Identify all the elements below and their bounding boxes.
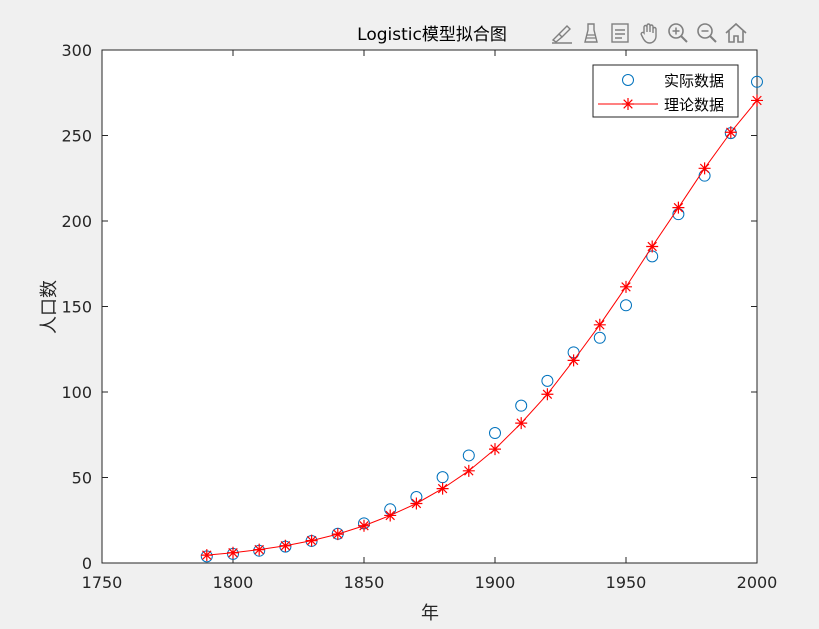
legend-box: [592, 64, 739, 118]
data-point: [436, 482, 449, 495]
data-point: [567, 354, 580, 367]
x-tick-label: 1950: [606, 573, 647, 592]
restore-view-button[interactable]: [722, 20, 749, 47]
data-point: [489, 427, 501, 440]
pan-hand-icon: [639, 23, 657, 44]
data-point: [541, 388, 554, 401]
data-point: [462, 464, 475, 477]
legend-label: 理论数据: [664, 96, 724, 114]
data-point: [751, 94, 763, 107]
x-axis-label: 年: [421, 603, 439, 624]
insert-legend-button[interactable]: [606, 20, 633, 47]
data-point: [698, 162, 711, 175]
zoom-in-button[interactable]: [664, 20, 691, 47]
data-point: [724, 126, 737, 139]
y-tick-label: 100: [61, 383, 92, 402]
data-cursor-icon: [583, 23, 598, 43]
data-point: [672, 201, 685, 214]
data-point: [593, 331, 606, 344]
zoom-out-button[interactable]: [693, 20, 720, 47]
data-point: [253, 543, 266, 556]
data-point: [384, 509, 397, 522]
data-point: [515, 417, 528, 430]
data-point: [620, 299, 632, 312]
data-point: [646, 240, 659, 253]
x-tick-label: 1900: [475, 573, 516, 592]
y-tick-label: 250: [61, 127, 92, 146]
data-point: [489, 443, 501, 456]
y-tick-label: 150: [61, 298, 92, 317]
x-tick-label: 1800: [213, 573, 254, 592]
home-icon: [724, 22, 747, 43]
data-point: [200, 549, 213, 562]
legend-item[interactable]: 实际数据: [622, 72, 725, 90]
zoom-in-icon: [667, 23, 688, 43]
data-point: [541, 374, 554, 387]
insert-legend-icon: [610, 23, 629, 43]
data-point: [358, 519, 370, 532]
data-point: [227, 546, 239, 559]
y-axis-label: 人口数: [39, 280, 60, 334]
y-tick-label: 0: [82, 554, 92, 573]
zoom-out-icon: [696, 23, 717, 43]
legend-item[interactable]: 理论数据: [598, 96, 724, 114]
data-point: [410, 497, 423, 510]
chart-title: Logistic模型拟合图: [357, 25, 507, 45]
x-tick-label: 2000: [737, 573, 778, 592]
axes-toolbar: [548, 18, 749, 48]
data-point: [462, 449, 475, 462]
pan-button[interactable]: [635, 20, 662, 47]
plot-area: [101, 49, 758, 564]
legend-marker: [622, 74, 634, 86]
data-point: [515, 399, 528, 412]
data-point: [279, 539, 292, 552]
x-tick-label: 1850: [344, 573, 385, 592]
y-tick-label: 50: [72, 469, 92, 488]
y-tick-label: 200: [61, 212, 92, 231]
y-tick-label: 300: [61, 41, 92, 60]
data-cursor-button[interactable]: [577, 20, 604, 47]
brush-edit-button[interactable]: [548, 20, 575, 47]
brush-edit-icon: [551, 25, 572, 44]
series-line: [206, 100, 758, 556]
data-point: [751, 75, 763, 88]
legend-marker: [622, 98, 634, 110]
data-point: [620, 280, 632, 293]
x-tick-label: 1750: [82, 573, 123, 592]
data-point: [331, 528, 344, 541]
data-point: [593, 318, 606, 331]
data-point: [305, 534, 318, 547]
legend-label: 实际数据: [664, 72, 724, 90]
series-理论数据: [200, 94, 763, 562]
